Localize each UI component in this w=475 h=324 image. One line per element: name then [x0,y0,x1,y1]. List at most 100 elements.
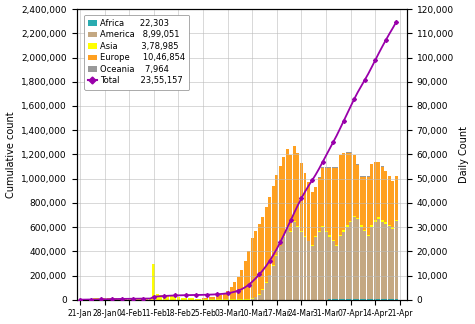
Total [116,297,122,301]
Bar [346,153,349,226]
Bar [230,287,233,299]
Bar [307,241,310,300]
Bar [272,186,275,265]
Bar [272,266,275,300]
Bar [173,297,177,300]
Bar [318,231,321,232]
Bar [384,224,387,299]
Bar [258,294,261,295]
Bar [381,167,384,220]
Bar [342,232,345,299]
Bar [300,163,303,231]
Bar [279,166,282,246]
Bar [286,227,289,300]
Bar [240,299,243,300]
Bar [163,295,166,300]
Bar [261,217,264,289]
Bar [286,226,289,227]
Total [151,295,157,299]
Bar [145,299,148,300]
Bar [265,282,268,283]
Bar [356,165,359,218]
Bar [244,260,247,299]
Bar [152,264,155,300]
Bar [254,297,257,300]
Bar [233,282,236,299]
Bar [223,299,226,300]
Bar [328,236,331,237]
Bar [135,299,138,300]
Bar [311,246,314,300]
Bar [131,299,134,300]
Bar [363,299,366,300]
Bar [360,225,363,226]
Bar [311,245,314,246]
Bar [223,293,226,299]
Bar [374,162,377,220]
Bar [349,222,352,299]
Bar [212,299,215,300]
Bar [342,230,345,232]
Bar [318,177,321,178]
Bar [374,220,377,222]
Total [158,294,164,298]
Bar [293,222,296,300]
Bar [226,291,229,299]
Bar [289,155,293,231]
Bar [166,296,170,300]
Bar [353,217,356,299]
Bar [328,168,331,236]
Bar [391,229,394,299]
Bar [237,299,240,300]
Bar [268,275,271,300]
Bar [311,192,314,245]
Bar [219,295,222,299]
Bar [381,299,384,300]
Bar [318,232,321,300]
Bar [314,237,317,300]
Bar [346,227,349,299]
Bar [318,178,321,231]
Bar [128,299,131,300]
Bar [296,226,299,227]
Bar [335,246,338,299]
Bar [363,177,366,230]
Bar [233,299,236,300]
Bar [353,299,356,300]
Bar [103,298,106,300]
Total [393,20,399,24]
Bar [272,265,275,266]
Bar [261,289,264,290]
Bar [360,177,363,225]
Bar [124,299,127,300]
Bar [276,176,278,255]
Bar [304,237,306,300]
Bar [300,231,303,232]
Bar [93,298,95,300]
Legend: Africa      22,303, America   8,99,051, Asia         3,78,985, Europe     10,46,: Africa 22,303, America 8,99,051, Asia 3,… [84,15,189,89]
Bar [212,297,215,299]
Bar [328,167,331,168]
Bar [304,236,306,237]
Bar [381,220,384,222]
Bar [332,168,334,240]
Bar [265,283,268,300]
Bar [156,294,159,300]
Bar [254,231,257,297]
Bar [276,255,278,256]
Bar [339,235,342,237]
Bar [335,245,338,246]
Bar [247,251,250,299]
Bar [391,227,394,229]
Bar [314,236,317,237]
Bar [293,221,296,222]
Bar [142,299,145,300]
Bar [261,290,264,300]
Bar [96,298,99,300]
Total [383,38,389,42]
Bar [258,224,261,294]
Bar [391,299,394,300]
Bar [384,299,387,300]
Bar [289,231,293,232]
Bar [395,176,398,220]
